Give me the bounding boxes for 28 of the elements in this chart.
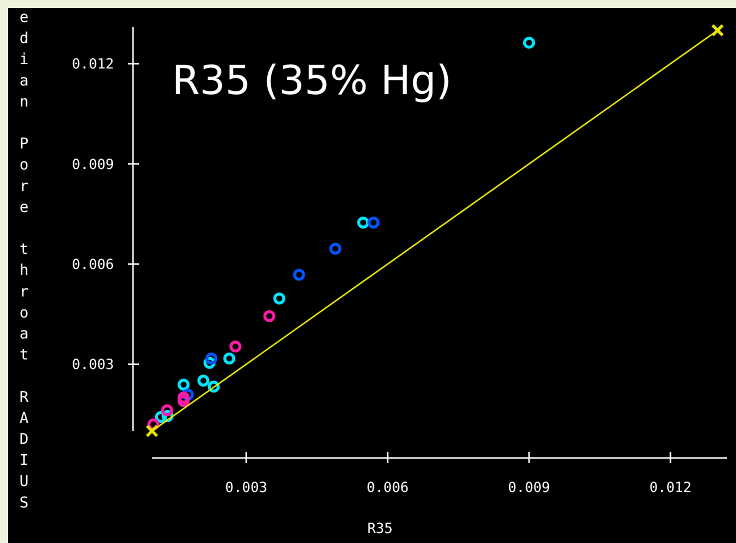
y-tick-label: 0.003 (72, 357, 114, 374)
point (229, 340, 242, 353)
point (178, 378, 190, 391)
point (263, 310, 276, 322)
point (146, 424, 158, 438)
point (178, 392, 190, 404)
point (329, 242, 342, 255)
text: R35 (35% Hg) (172, 58, 452, 104)
point (273, 292, 286, 304)
point (205, 352, 218, 365)
point (178, 394, 190, 407)
point (523, 36, 536, 49)
text: edian Pore throat RADIUS (19, 8, 29, 512)
point (711, 24, 724, 37)
point (161, 404, 174, 416)
x-axis-title: R35 (367, 521, 393, 537)
point (223, 352, 236, 365)
point (368, 216, 380, 229)
y-tick-label: 0.012 (72, 56, 114, 73)
y-tick-label: 0.009 (72, 156, 114, 173)
y-tick-label: 0.006 (72, 256, 114, 273)
point (293, 268, 306, 281)
point (197, 374, 210, 387)
x-tick-label: 0.009 (508, 480, 550, 496)
x-tick-label: 0.003 (225, 480, 268, 496)
x-tick-label: 0.006 (366, 480, 409, 496)
x-tick-label: 0.012 (649, 480, 692, 496)
point (357, 216, 370, 229)
